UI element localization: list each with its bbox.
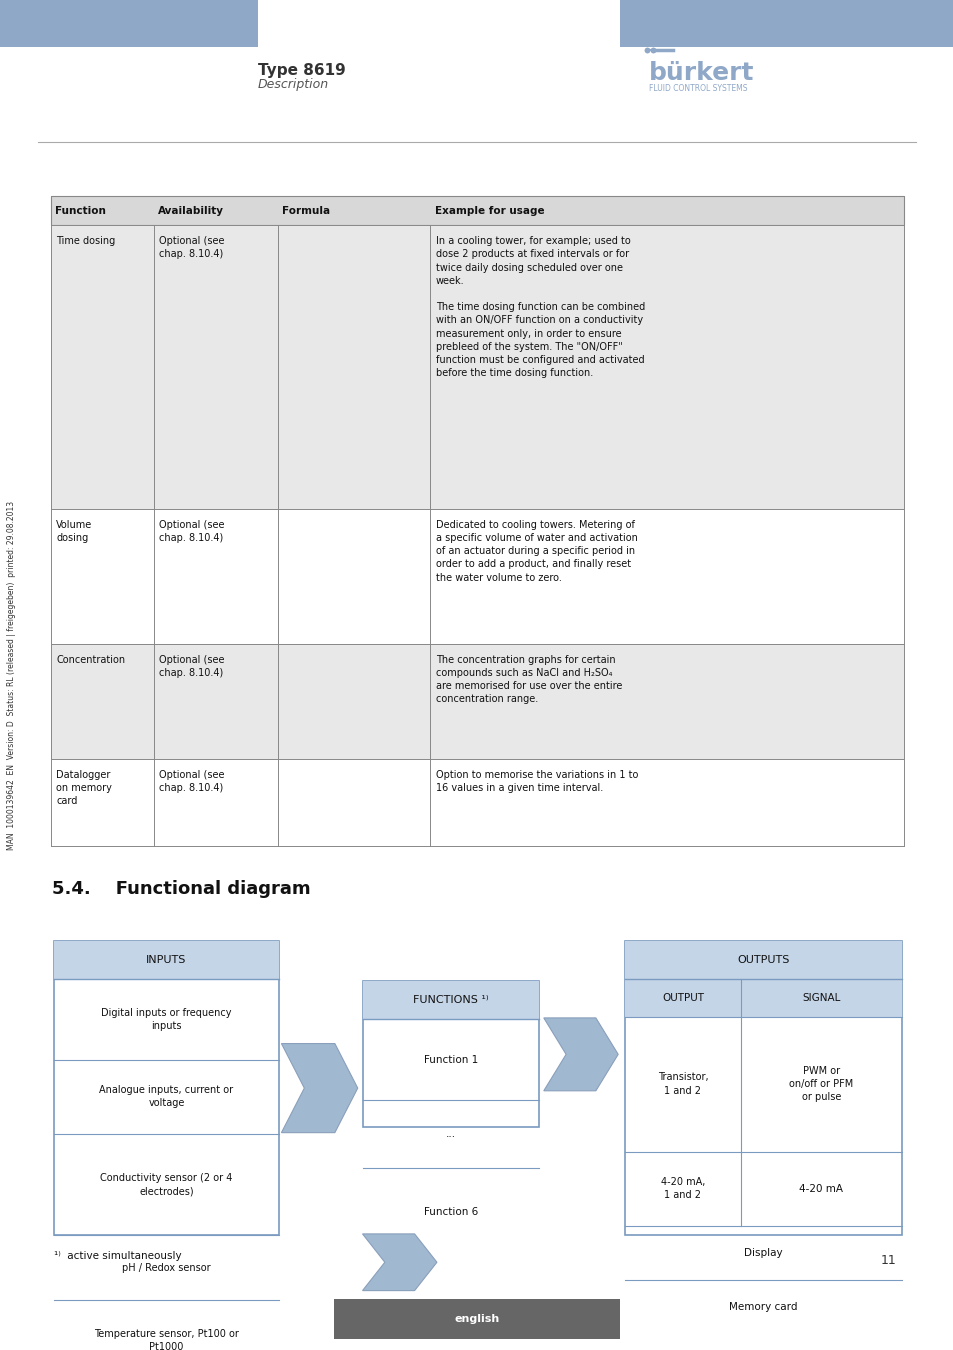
FancyBboxPatch shape <box>619 0 953 47</box>
Text: Function: Function <box>55 205 106 216</box>
Text: Time dosing: Time dosing <box>56 236 115 246</box>
Text: 4-20 mA,
1 and 2: 4-20 mA, 1 and 2 <box>660 1177 704 1200</box>
Text: 5.4.    Functional diagram: 5.4. Functional diagram <box>52 880 311 898</box>
Text: Datalogger
on memory
card: Datalogger on memory card <box>56 769 112 806</box>
Text: Function 1: Function 1 <box>423 1054 477 1065</box>
Polygon shape <box>362 1234 436 1291</box>
Text: Conductivity sensor (2 or 4
electrodes): Conductivity sensor (2 or 4 electrodes) <box>100 1173 233 1196</box>
FancyBboxPatch shape <box>51 759 903 846</box>
FancyBboxPatch shape <box>51 196 903 225</box>
Text: Option to memorise the variations in 1 to
16 values in a given time interval.: Option to memorise the variations in 1 t… <box>436 769 638 792</box>
Text: 11: 11 <box>880 1254 896 1268</box>
Text: OUTPUTS: OUTPUTS <box>737 954 788 965</box>
Text: INPUTS: INPUTS <box>146 954 187 965</box>
FancyBboxPatch shape <box>54 941 278 979</box>
FancyBboxPatch shape <box>362 981 538 1019</box>
Text: ¹⁾  active simultaneously: ¹⁾ active simultaneously <box>54 1251 182 1261</box>
Text: Description: Description <box>257 78 329 92</box>
Text: Dedicated to cooling towers. Metering of
a specific volume of water and activati: Dedicated to cooling towers. Metering of… <box>436 520 638 583</box>
FancyBboxPatch shape <box>51 644 903 759</box>
Text: Concentration: Concentration <box>56 655 125 664</box>
Text: In a cooling tower, for example; used to
dose 2 products at fixed intervals or f: In a cooling tower, for example; used to… <box>436 236 644 378</box>
Text: PWM or
on/off or PFM
or pulse: PWM or on/off or PFM or pulse <box>788 1066 853 1102</box>
Text: bürkert: bürkert <box>648 61 754 85</box>
Text: Temperature sensor, Pt100 or
Pt1000: Temperature sensor, Pt100 or Pt1000 <box>94 1328 238 1350</box>
Text: Function 6: Function 6 <box>423 1207 477 1216</box>
FancyBboxPatch shape <box>624 941 901 979</box>
Text: Availability: Availability <box>158 205 224 216</box>
Text: 4-20 mA: 4-20 mA <box>799 1184 842 1193</box>
FancyBboxPatch shape <box>624 979 901 1017</box>
Text: ...: ... <box>445 1129 456 1139</box>
Text: Transistor,
1 and 2: Transistor, 1 and 2 <box>657 1072 707 1096</box>
Text: Example for usage: Example for usage <box>435 205 544 216</box>
FancyBboxPatch shape <box>0 0 257 47</box>
Polygon shape <box>281 1044 357 1133</box>
Text: FLUID CONTROL SYSTEMS: FLUID CONTROL SYSTEMS <box>648 84 746 93</box>
Text: Optional (see
chap. 8.10.4): Optional (see chap. 8.10.4) <box>159 769 225 792</box>
FancyBboxPatch shape <box>362 981 538 1127</box>
Text: Type 8619: Type 8619 <box>257 63 345 78</box>
Text: MAN  1000139642  EN  Version: D  Status: RL (released | freigegeben)  printed: 2: MAN 1000139642 EN Version: D Status: RL … <box>7 501 16 849</box>
Text: SIGNAL: SIGNAL <box>801 992 840 1003</box>
FancyBboxPatch shape <box>51 509 903 644</box>
FancyBboxPatch shape <box>334 1299 619 1339</box>
Polygon shape <box>543 1018 618 1091</box>
Text: pH / Redox sensor: pH / Redox sensor <box>122 1262 211 1273</box>
Text: english: english <box>454 1314 499 1324</box>
Text: Optional (see
chap. 8.10.4): Optional (see chap. 8.10.4) <box>159 236 225 259</box>
Text: Memory card: Memory card <box>728 1301 797 1312</box>
FancyBboxPatch shape <box>624 941 901 1235</box>
Text: Volume
dosing: Volume dosing <box>56 520 92 543</box>
Text: Optional (see
chap. 8.10.4): Optional (see chap. 8.10.4) <box>159 655 225 678</box>
Text: Digital inputs or frequency
inputs: Digital inputs or frequency inputs <box>101 1007 232 1031</box>
Text: The concentration graphs for certain
compounds such as NaCl and H₂SO₄
are memori: The concentration graphs for certain com… <box>436 655 621 705</box>
Text: Analogue inputs, current or
voltage: Analogue inputs, current or voltage <box>99 1085 233 1108</box>
FancyBboxPatch shape <box>51 225 903 509</box>
Text: Formula: Formula <box>282 205 330 216</box>
Text: OUTPUT: OUTPUT <box>661 992 703 1003</box>
Text: Display: Display <box>743 1247 781 1258</box>
Text: FUNCTIONS ¹⁾: FUNCTIONS ¹⁾ <box>413 995 488 1006</box>
Text: Optional (see
chap. 8.10.4): Optional (see chap. 8.10.4) <box>159 520 225 543</box>
FancyBboxPatch shape <box>54 941 278 1235</box>
